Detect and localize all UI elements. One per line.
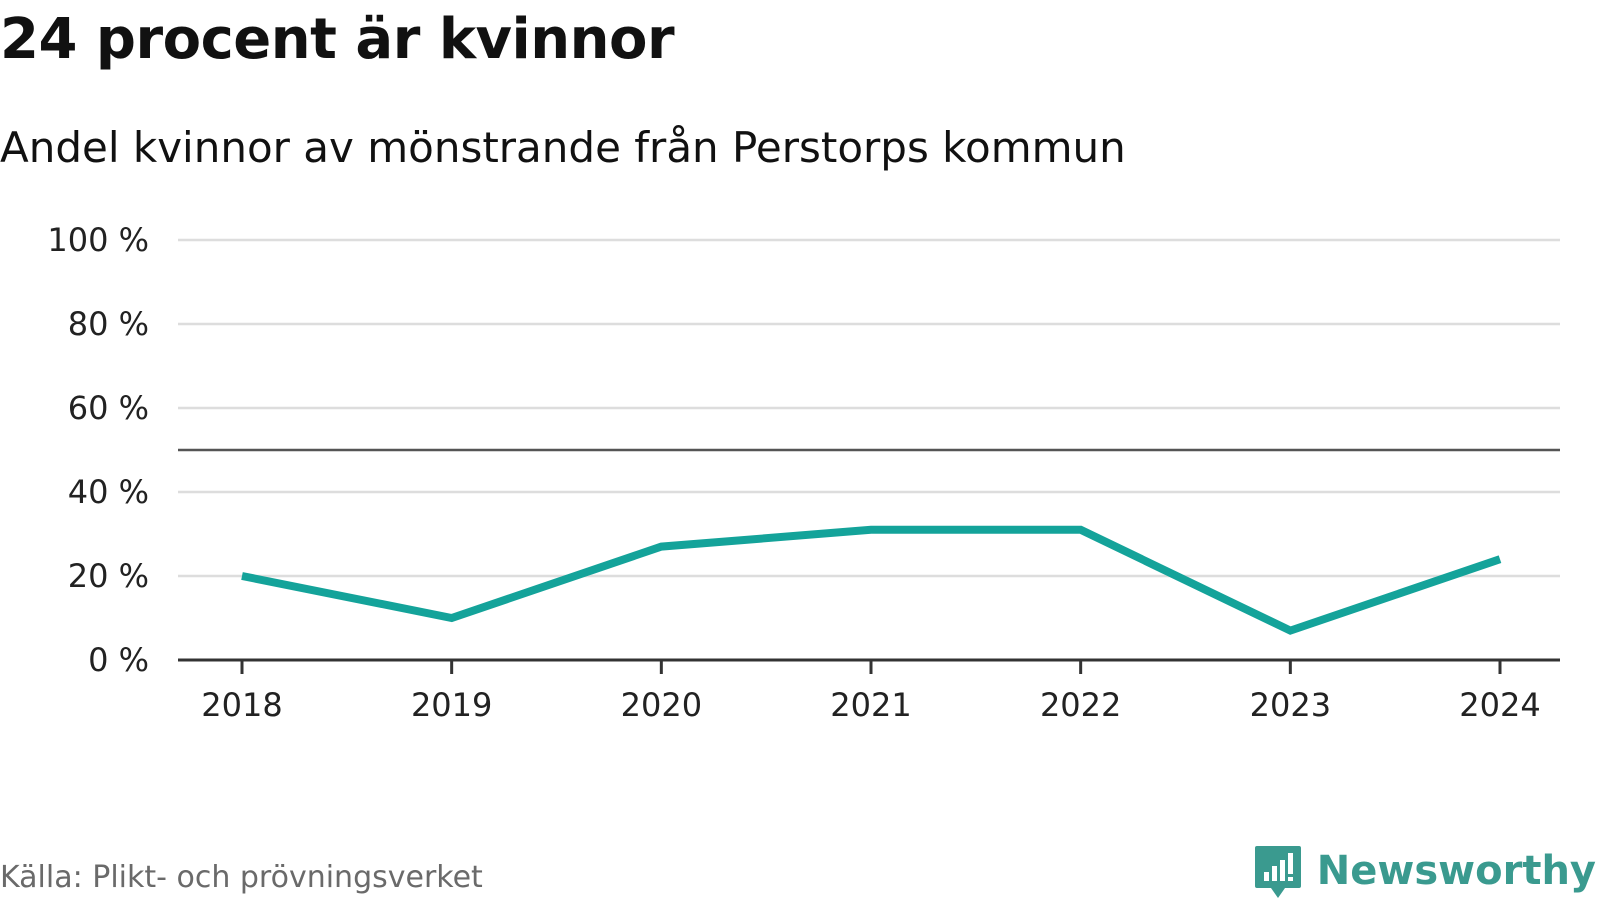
- data-point: [1078, 527, 1084, 533]
- data-point: [449, 615, 455, 621]
- data-point: [658, 544, 664, 550]
- data-point: [868, 527, 874, 533]
- newsworthy-logo-icon: [1254, 846, 1301, 898]
- gridlines: [178, 238, 1560, 578]
- x-tick-label: 2023: [1250, 686, 1331, 724]
- x-tick-label: 2022: [1040, 686, 1121, 724]
- y-tick-label: 100 %: [47, 221, 149, 259]
- x-tick-label: 2018: [201, 686, 282, 724]
- source-note: Källa: Plikt- och prövningsverket: [0, 860, 483, 895]
- y-axis-labels: 0 % 20 % 40 % 60 % 80 % 100 %: [47, 221, 149, 679]
- x-tick-label: 2020: [621, 686, 702, 724]
- y-tick-label: 80 %: [68, 305, 149, 343]
- x-tick-label: 2021: [830, 686, 911, 724]
- data-point: [1287, 628, 1293, 634]
- data-point: [1497, 556, 1503, 562]
- chart-title: 24 procent är kvinnor: [0, 7, 675, 72]
- y-tick-label: 60 %: [68, 389, 149, 427]
- y-tick-label: 40 %: [68, 473, 149, 511]
- series-line-group: [239, 525, 1503, 635]
- data-point: [239, 573, 245, 579]
- chart-subtitle: Andel kvinnor av mönstrande från Perstor…: [0, 123, 1126, 172]
- y-tick-label: 0 %: [88, 641, 149, 679]
- brand-name: Newsworthy: [1316, 848, 1596, 894]
- x-tick-label: 2019: [411, 686, 492, 724]
- y-tick-label: 20 %: [68, 557, 149, 595]
- brand-logo: Newsworthy: [1253, 842, 1596, 900]
- x-tick-label: 2024: [1459, 686, 1540, 724]
- x-axis: 2018 2019 2020 2021 2022 2023 2024: [178, 658, 1560, 724]
- series-line: [241, 525, 1502, 635]
